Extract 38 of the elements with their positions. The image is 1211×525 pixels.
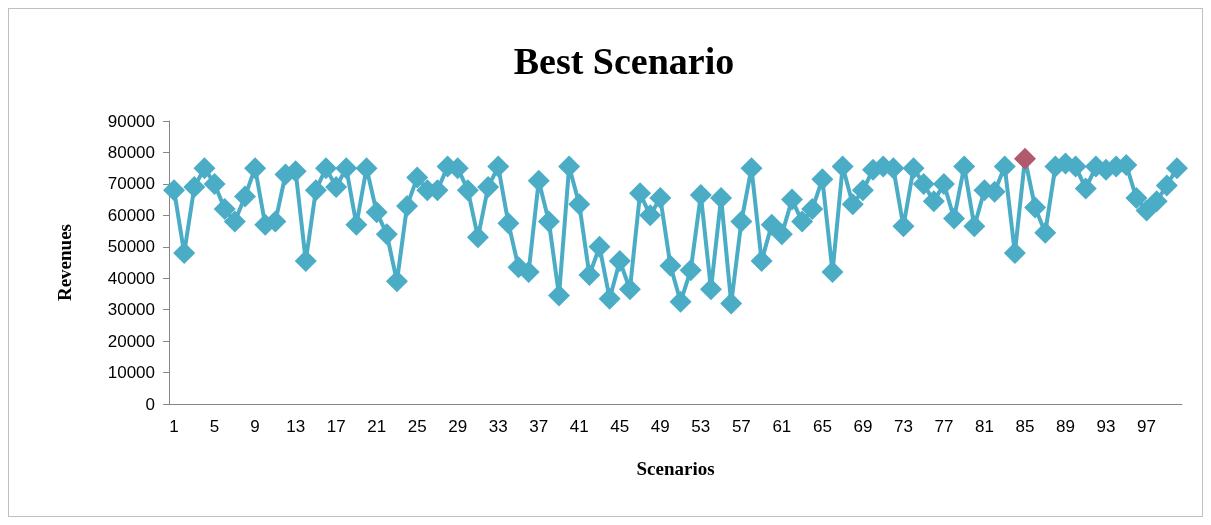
- x-tick-label: 69: [853, 417, 873, 436]
- x-tick-label: 37: [529, 417, 549, 436]
- x-tick-label: 85: [1015, 417, 1035, 436]
- x-tick-label: 33: [488, 417, 508, 436]
- x-tick-label: 9: [250, 417, 260, 436]
- y-tick-label: 90000: [107, 111, 155, 131]
- y-tick-label: 0: [145, 394, 155, 414]
- x-tick-label: 21: [367, 417, 387, 436]
- chart-title: Best Scenario: [513, 40, 735, 82]
- x-tick-label: 89: [1056, 417, 1075, 436]
- x-tick-label: 5: [209, 417, 220, 436]
- y-tick-label: 60000: [107, 205, 155, 225]
- x-tick-label: 45: [610, 417, 630, 436]
- x-tick-label: 17: [326, 417, 346, 436]
- x-tick-label: 1: [169, 417, 179, 436]
- x-axis-title: Scenarios: [636, 458, 715, 479]
- x-tick-label: 61: [772, 417, 792, 436]
- y-tick-label: 70000: [107, 174, 155, 194]
- y-tick-label: 10000: [107, 363, 155, 383]
- x-tick-label: 73: [893, 417, 913, 436]
- y-tick-label: 30000: [107, 300, 155, 320]
- x-tick-label: 93: [1096, 417, 1116, 436]
- x-tick-label: 57: [731, 417, 751, 436]
- y-axis-title: Revenues: [54, 223, 75, 302]
- y-tick-label: 40000: [107, 268, 155, 288]
- x-tick-label: 29: [448, 417, 468, 436]
- x-tick-label: 25: [407, 417, 427, 436]
- x-tick-label: 53: [691, 417, 711, 436]
- x-tick-label: 97: [1137, 417, 1157, 436]
- x-tick-label: 41: [569, 417, 589, 436]
- y-tick-label: 50000: [107, 237, 155, 257]
- x-tick-label: 81: [975, 417, 994, 436]
- x-tick-label: 65: [812, 417, 832, 436]
- y-tick-label: 80000: [107, 142, 155, 162]
- y-tick-label: 20000: [107, 331, 155, 351]
- x-tick-label: 49: [650, 417, 670, 436]
- x-tick-label: 13: [286, 417, 306, 436]
- x-tick-label: 77: [934, 417, 954, 436]
